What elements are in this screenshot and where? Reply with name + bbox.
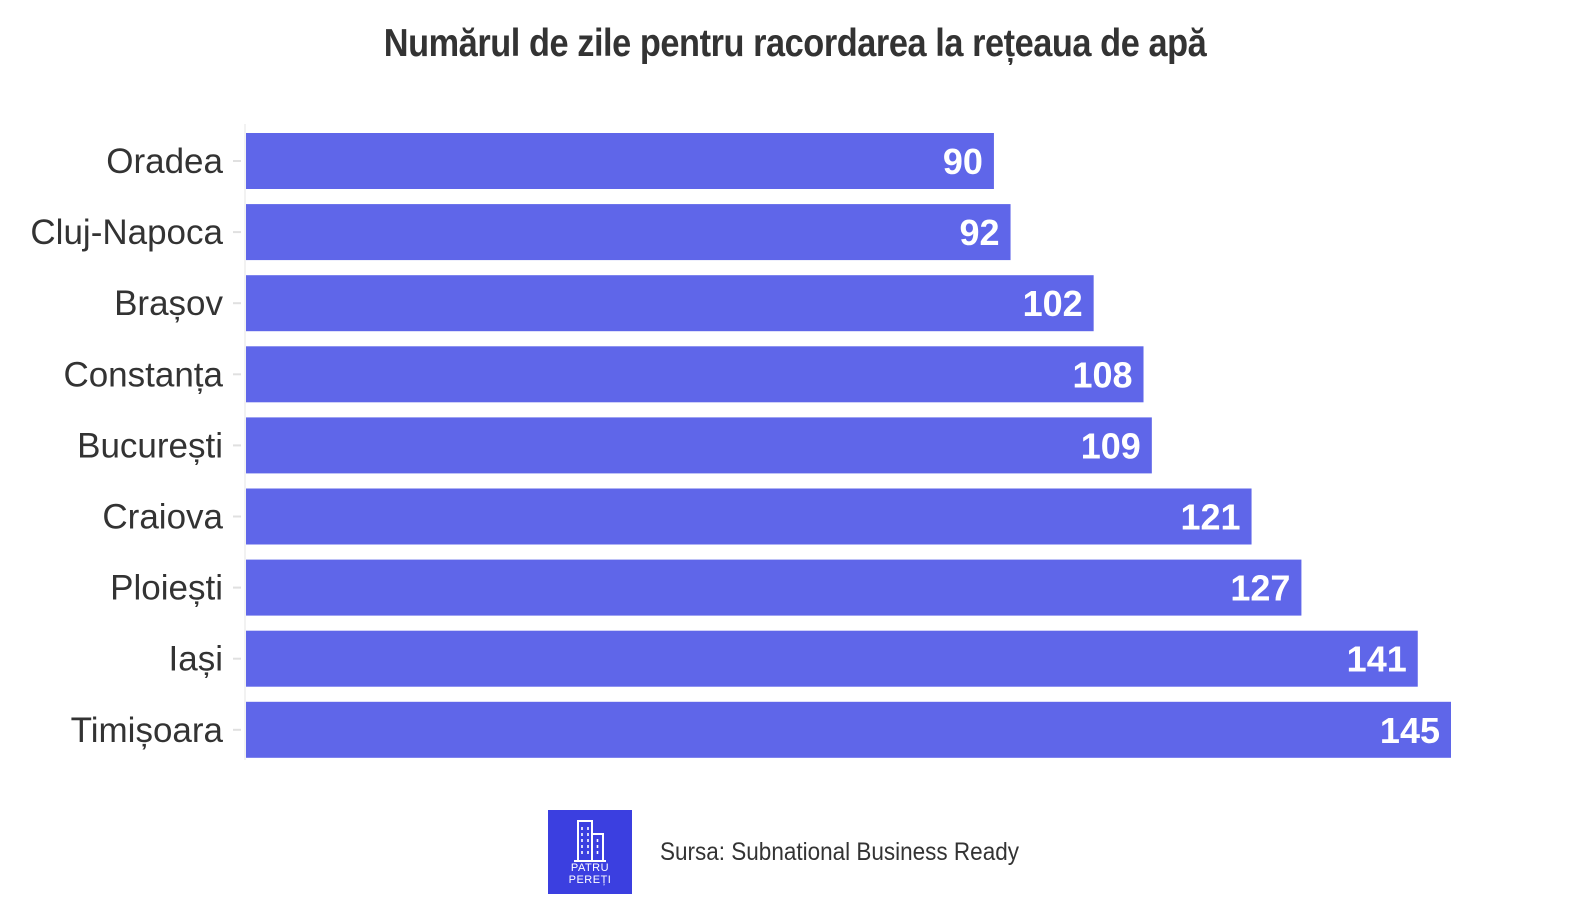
value-label: 121	[1180, 497, 1240, 538]
category-label: Timișoara	[71, 711, 224, 750]
category-label: Iași	[169, 640, 223, 679]
value-label: 90	[943, 141, 983, 182]
logo-text-line2: PEREȚI	[568, 874, 612, 886]
logo-text-line1: PATRU	[570, 862, 610, 874]
value-label: 141	[1347, 639, 1407, 680]
value-label: 92	[960, 212, 1000, 253]
category-label: Ploiești	[110, 569, 223, 608]
patru-pereti-logo: PATRU PEREȚI	[548, 810, 632, 894]
bar	[246, 488, 1252, 545]
source-note: Sursa: Subnational Business Ready	[660, 837, 1019, 866]
footer: PATRU PEREȚI Sursa: Subnational Business…	[548, 810, 1059, 894]
category-label: Cluj-Napoca	[30, 213, 223, 252]
bars-layer: Oradea 90 Cluj-Napoca 92 Brașov 102 Constanța 1…	[30, 133, 1451, 758]
bar	[246, 559, 1302, 616]
chart-title: Numărul de zile pentru racordarea la reț…	[383, 22, 1207, 65]
bar	[246, 133, 994, 189]
value-label: 145	[1380, 710, 1440, 751]
bar	[246, 417, 1152, 474]
building-icon	[574, 820, 606, 862]
bar	[246, 275, 1094, 332]
bar	[246, 346, 1144, 403]
bar	[246, 204, 1011, 261]
bar	[246, 701, 1451, 758]
category-label: Craiova	[102, 498, 223, 537]
category-label: Oradea	[106, 142, 223, 181]
value-label: 102	[1023, 283, 1083, 324]
category-label: Brașov	[114, 284, 223, 323]
category-label: Constanța	[63, 355, 223, 394]
category-label: București	[77, 426, 223, 465]
value-label: 109	[1081, 425, 1141, 466]
value-label: 127	[1230, 568, 1290, 609]
value-label: 108	[1072, 354, 1132, 395]
bar	[246, 630, 1418, 687]
